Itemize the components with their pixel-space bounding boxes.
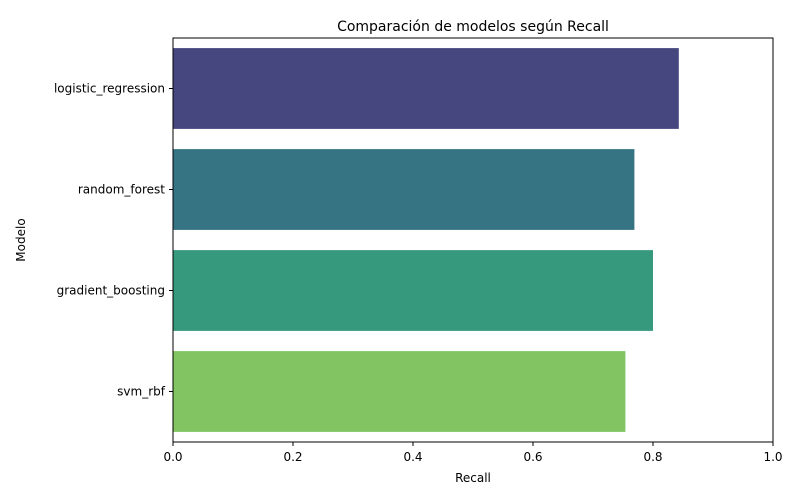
x-tick-label: 0.4 xyxy=(403,450,422,464)
x-tick-label: 0.0 xyxy=(163,450,182,464)
bar-logistic-regression xyxy=(173,48,679,129)
y-tick-label: random_forest xyxy=(78,183,165,197)
bar-gradient-boosting xyxy=(173,250,653,331)
bar-random-forest xyxy=(173,149,635,230)
bar-svm-rbf xyxy=(173,351,626,432)
x-axis-label: Recall xyxy=(455,471,491,485)
x-tick-label: 0.2 xyxy=(283,450,302,464)
chart-title: Comparación de modelos según Recall xyxy=(337,19,609,35)
bars-layer xyxy=(173,48,679,432)
x-tick-label: 0.8 xyxy=(643,450,662,464)
y-axis-ticks: logistic_regression random_forest gradient… xyxy=(54,82,173,399)
plot-frame xyxy=(172,37,774,443)
y-tick-label: gradient_boosting xyxy=(57,284,165,298)
y-tick-label: svm_rbf xyxy=(117,385,166,399)
y-axis-label: Modelo xyxy=(14,218,28,261)
x-tick-label: 0.6 xyxy=(523,450,542,464)
x-axis-ticks: 0.0 0.2 0.4 0.6 0.8 1.0 xyxy=(163,442,783,464)
y-tick-label: logistic_regression xyxy=(54,82,165,96)
x-tick-label: 1.0 xyxy=(763,450,782,464)
